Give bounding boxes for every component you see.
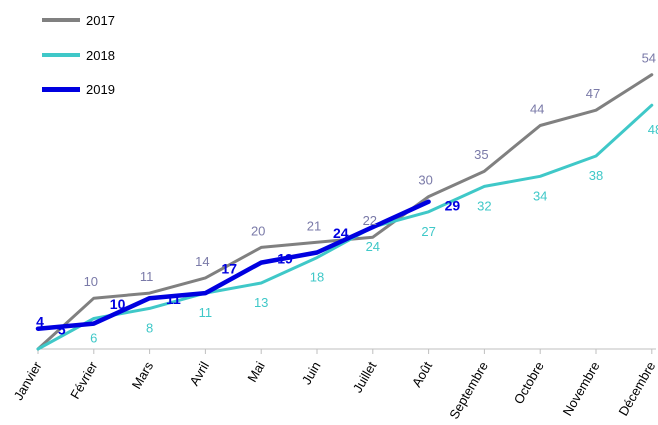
data-label-2017: 47 <box>586 86 600 101</box>
data-label-2017: 21 <box>307 218 321 233</box>
x-tick-label: Septembre <box>446 359 491 422</box>
data-label-2019: 5 <box>58 322 66 338</box>
data-label-2017: 44 <box>530 101 544 116</box>
x-tick-label: Janvier <box>11 358 45 402</box>
data-label-2018: 13 <box>254 295 268 310</box>
data-label-2018: 48 <box>648 122 658 137</box>
data-label-2017: 14 <box>195 254 209 269</box>
x-tick-labels: Janvier Février Mars Avril Mai Juin Juillet Aoû… <box>11 358 658 421</box>
x-tick-label: Mai <box>244 359 268 385</box>
data-label-2019: 29 <box>445 198 461 214</box>
series-lines <box>35 73 654 351</box>
legend-swatch-2018 <box>42 53 80 57</box>
data-label-2018: 34 <box>533 188 547 203</box>
legend-item-2019: 2019 <box>42 81 115 97</box>
data-label-2019: 11 <box>166 291 181 307</box>
x-tick-label: Avril <box>186 359 212 388</box>
data-label-2017: 11 <box>140 269 154 284</box>
legend-label-2017: 2017 <box>86 12 115 28</box>
data-label-2018: 24 <box>366 239 380 254</box>
data-label-2018: 38 <box>589 168 603 183</box>
data-labels: 10 11 14 20 21 22 30 35 44 47 54 6 8 11 13 18 24 27 32 34 38… <box>36 51 658 346</box>
data-label-2019: 17 <box>221 261 237 277</box>
data-label-2017: 20 <box>251 223 265 238</box>
data-label-2017: 22 <box>363 213 377 228</box>
data-label-2019: 4 <box>36 314 44 330</box>
data-label-2018: 18 <box>310 270 324 285</box>
x-tick-label: Février <box>67 358 101 401</box>
data-label-2017: 54 <box>642 51 656 66</box>
legend-swatch-2019 <box>42 86 80 92</box>
legend-item-2018: 2018 <box>42 47 115 63</box>
data-label-2018: 6 <box>90 331 97 346</box>
data-label-2019: 24 <box>333 225 349 241</box>
x-tick-label: Juillet <box>350 359 380 396</box>
series-line-2019 <box>35 199 431 331</box>
legend-label-2018: 2018 <box>86 47 115 63</box>
legend-item-2017: 2017 <box>42 12 115 28</box>
data-label-2019: 10 <box>110 296 126 312</box>
data-label-2017: 30 <box>418 173 432 188</box>
x-tick-label: Décembre <box>615 359 658 418</box>
x-tick-label: Août <box>409 359 436 390</box>
x-tick-label: Mars <box>129 359 157 392</box>
x-axis <box>37 348 656 354</box>
x-tick-label: Novembre <box>560 359 603 418</box>
data-label-2019: 19 <box>277 250 293 266</box>
legend-label-2019: 2019 <box>86 81 115 97</box>
legend-swatch-2017 <box>42 18 80 22</box>
x-tick-label: Juin <box>299 359 324 387</box>
data-label-2017: 10 <box>84 274 98 289</box>
data-label-2018: 27 <box>421 224 435 239</box>
data-label-2018: 8 <box>146 320 153 335</box>
data-label-2018: 32 <box>477 198 491 213</box>
x-tick-label: Octobre <box>511 359 547 407</box>
data-label-2017: 35 <box>474 147 488 162</box>
data-label-2018: 11 <box>199 305 213 320</box>
series-line-2018 <box>36 103 654 351</box>
